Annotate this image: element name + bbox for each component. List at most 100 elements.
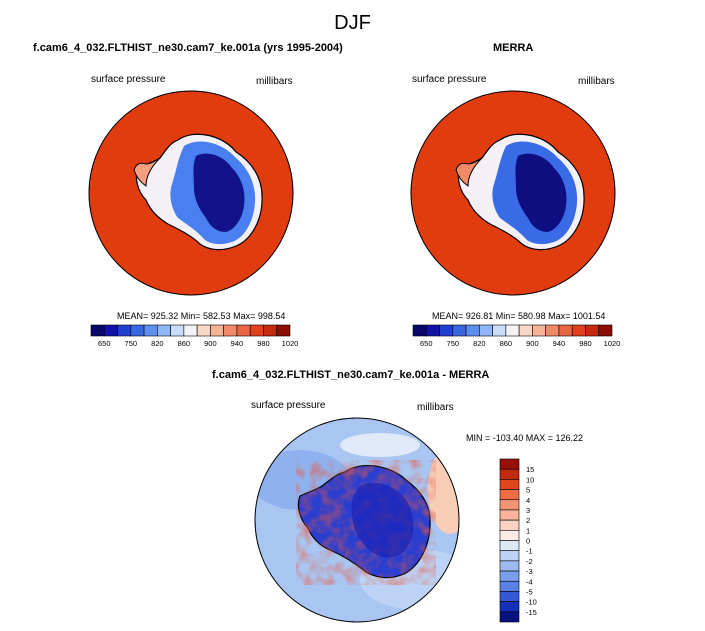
- diff-map-interior: [351, 482, 414, 558]
- diff-colorbar-box: [499, 530, 520, 541]
- diff-colorbar-box: [499, 580, 520, 592]
- obs-units-label: millibars: [578, 76, 615, 87]
- model-stats: MEAN= 925.32 Min= 582.53 Max= 998.54: [117, 311, 286, 321]
- diff-colorbar-tick-label: -5: [526, 587, 533, 596]
- diff-stats: MIN = -103.40 MAX = 126.22: [466, 433, 584, 443]
- obs-colorbar-box: [452, 324, 467, 337]
- obs-panel-title: MERRA: [493, 42, 534, 54]
- obs-colorbar-tick-label: 900: [526, 339, 539, 348]
- diff-colorbar-box: [499, 458, 520, 470]
- model-map-border: [88, 90, 294, 296]
- obs-colorbar-tick-label: 750: [447, 339, 460, 348]
- obs-colorbar-box: [558, 324, 573, 337]
- model-units-label: millibars: [256, 76, 293, 87]
- diff-panel-title: f.cam6_4_032.FLTHIST_ne30.cam7_ke.001a -…: [212, 369, 490, 381]
- diff-colorbar-box: [499, 499, 520, 511]
- obs-colorbar: 650 750 820 860 900 940 980 1020: [412, 324, 621, 348]
- diff-colorbar-box: [499, 611, 520, 623]
- model-colorbar-box: [103, 324, 118, 337]
- model-colorbar: 650 750 820 860 900 940 980 1020: [90, 324, 299, 348]
- diff-colorbar-box: [499, 509, 520, 521]
- model-colorbar-tick-label: 860: [178, 339, 191, 348]
- model-colorbar-box: [196, 324, 211, 337]
- model-colorbar-tick-label: 750: [125, 339, 138, 348]
- obs-colorbar-box: [479, 324, 493, 337]
- model-colorbar-box: [130, 324, 145, 337]
- diff-colorbar-tick-label: 15: [526, 465, 534, 474]
- obs-colorbar-box: [518, 324, 533, 337]
- diff-colorbar-box: [499, 601, 520, 613]
- diff-colorbar-box: [499, 540, 520, 551]
- model-colorbar-box: [183, 324, 198, 337]
- diff-colorbar-box: [499, 560, 520, 572]
- model-colorbar-box: [236, 324, 251, 337]
- obs-colorbar-box: [505, 324, 520, 337]
- model-colorbar-tick-label: 940: [231, 339, 244, 348]
- obs-colorbar-tick-label: 650: [420, 339, 433, 348]
- obs-stats: MEAN= 926.81 Min= 580.98 Max= 1001.54: [432, 311, 606, 321]
- obs-colorbar-box: [545, 324, 560, 337]
- obs-map-peninsula: [455, 157, 483, 187]
- obs-map-border: [410, 90, 616, 296]
- obs-colorbar-box: [425, 324, 440, 337]
- obs-map: [410, 90, 616, 296]
- model-colorbar-box: [276, 324, 291, 337]
- obs-map-plateau-core: [515, 153, 567, 232]
- obs-variable-label: surface pressure: [412, 74, 487, 85]
- obs-colorbar-box: [439, 324, 454, 337]
- obs-colorbar-box: [571, 324, 586, 337]
- diff-colorbar-tick-label: 3: [526, 506, 530, 515]
- diff-colorbar-tick-label: -3: [526, 567, 533, 576]
- diff-colorbar-tick-label: -4: [526, 577, 533, 586]
- diff-colorbar-box: [499, 479, 520, 490]
- model-colorbar-tick-label: 980: [257, 339, 270, 348]
- obs-colorbar-tick-label: 860: [500, 339, 513, 348]
- model-colorbar-tick-label: 820: [151, 339, 164, 348]
- diff-map-border: [254, 417, 460, 623]
- figure-title: DJF: [334, 12, 371, 34]
- obs-colorbar-tick-label: 980: [579, 339, 592, 348]
- obs-colorbar-box: [532, 324, 546, 337]
- diff-map: [254, 417, 460, 623]
- model-colorbar-box: [170, 324, 185, 337]
- model-colorbar-box: [143, 324, 158, 337]
- diff-colorbar-tick-label: -10: [526, 598, 537, 607]
- obs-colorbar-box: [412, 324, 427, 337]
- model-map: [88, 90, 294, 296]
- diff-colorbar-box: [499, 468, 520, 480]
- obs-colorbar-box: [465, 324, 480, 337]
- obs-colorbar-box: [585, 324, 600, 337]
- model-colorbar-box: [223, 324, 238, 337]
- model-colorbar-box: [249, 324, 264, 337]
- model-colorbar-tick-label: 900: [204, 339, 217, 348]
- diff-colorbar-tick-label: 4: [526, 496, 530, 505]
- diff-map-near-zero-north: [340, 433, 420, 457]
- model-colorbar-tick-label: 1020: [282, 339, 299, 348]
- diff-colorbar-tick-label: 0: [526, 537, 530, 546]
- diff-variable-label: surface pressure: [251, 400, 326, 411]
- obs-colorbar-tick-label: 1020: [604, 339, 621, 348]
- diff-map-positive-anomaly-east: [428, 446, 459, 534]
- obs-colorbar-tick-label: 820: [473, 339, 486, 348]
- model-panel-title: f.cam6_4_032.FLTHIST_ne30.cam7_ke.001a (…: [33, 42, 343, 54]
- model-colorbar-tick-label: 650: [98, 339, 111, 348]
- model-colorbar-box: [157, 324, 171, 337]
- model-map-peninsula: [133, 157, 161, 187]
- diff-colorbar-tick-label: -15: [526, 608, 537, 617]
- diff-colorbar-tick-label: -2: [526, 557, 533, 566]
- diff-colorbar-box: [499, 591, 520, 602]
- diff-colorbar-box: [499, 519, 520, 531]
- diff-units-label: millibars: [417, 402, 454, 413]
- model-colorbar-box: [117, 324, 132, 337]
- model-colorbar-box: [90, 324, 105, 337]
- obs-colorbar-box: [492, 324, 507, 337]
- diff-colorbar-box: [499, 570, 520, 582]
- diff-colorbar-tick-label: 2: [526, 516, 530, 525]
- diff-colorbar-box: [499, 550, 520, 562]
- diff-colorbar-tick-label: 10: [526, 475, 534, 484]
- model-map-plateau-core: [193, 153, 245, 232]
- obs-colorbar-tick-label: 940: [553, 339, 566, 348]
- model-colorbar-box: [210, 324, 224, 337]
